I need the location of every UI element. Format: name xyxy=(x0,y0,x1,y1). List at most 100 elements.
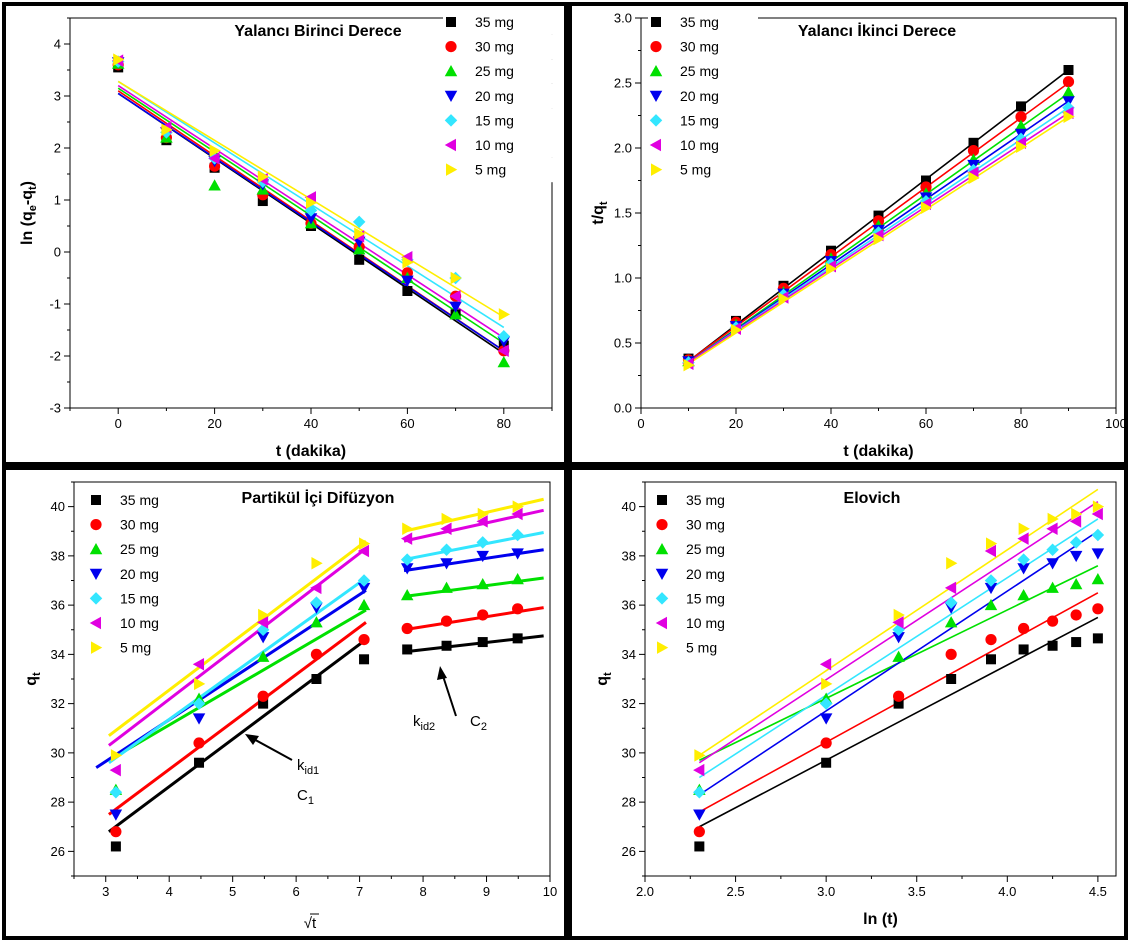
data-point xyxy=(476,536,489,549)
x-tick-label: 2.5 xyxy=(727,884,745,899)
data-point xyxy=(401,622,413,635)
legend-marker xyxy=(649,138,661,152)
x-axis-label: t (dakika) xyxy=(843,443,913,460)
data-point xyxy=(1018,522,1030,536)
data-point xyxy=(1046,581,1059,593)
x-axis-label: t (dakika) xyxy=(276,443,346,460)
data-point xyxy=(359,654,370,665)
data-point xyxy=(693,809,706,821)
plot-content xyxy=(95,497,544,852)
legend: 35 mg 30 mg 25 mg 20 mg 15 mg 10 mg 5 mg xyxy=(655,492,725,656)
x-tick-label: 80 xyxy=(1014,416,1028,431)
data-point xyxy=(1015,111,1027,123)
legend-marker xyxy=(444,90,458,103)
data-point xyxy=(402,286,413,296)
data-point xyxy=(986,537,998,550)
y-tick-label: 34 xyxy=(51,647,65,662)
data-point xyxy=(512,500,524,513)
x-tick-label: 60 xyxy=(400,416,414,431)
legend-marker xyxy=(444,138,456,152)
data-point xyxy=(683,358,695,372)
data-point xyxy=(892,616,904,629)
y-tick-label: -1 xyxy=(49,297,61,312)
data-point xyxy=(192,697,206,710)
x-tick-label: 6 xyxy=(293,884,300,899)
legend: 35 mg 30 mg 25 mg 20 mg 15 mg 10 mg 5 mg xyxy=(443,10,553,183)
legend: 35 mg 30 mg 25 mg 20 mg 15 mg 10 mg 5 mg xyxy=(648,10,758,183)
data-point xyxy=(192,713,206,725)
legend-marker xyxy=(444,64,458,77)
data-point xyxy=(354,227,366,241)
data-point xyxy=(440,581,453,593)
label-c1: C1 xyxy=(297,787,314,807)
data-point xyxy=(304,213,318,225)
data-point xyxy=(440,615,453,627)
data-point xyxy=(1046,615,1059,627)
legend-bg xyxy=(443,83,553,109)
data-point xyxy=(476,577,489,590)
data-point xyxy=(310,596,323,609)
x-tick-label: 3.0 xyxy=(817,884,835,899)
legend-label: 10 mg xyxy=(680,137,719,153)
legend-label: 30 mg xyxy=(680,39,719,55)
data-point xyxy=(1017,553,1030,566)
data-point xyxy=(1069,536,1083,549)
legend-bg xyxy=(648,83,758,109)
data-point xyxy=(1091,573,1105,585)
legend-marker xyxy=(446,17,456,27)
y-tick-label: 0.5 xyxy=(614,336,632,351)
legend-label: 20 mg xyxy=(686,566,725,582)
data-point xyxy=(1017,589,1030,601)
legend-label: 15 mg xyxy=(680,112,719,128)
y-tick-label: 28 xyxy=(51,795,65,810)
data-point xyxy=(256,650,270,662)
legend-marker xyxy=(655,616,667,630)
chart-title: Yalancı Birinci Derece xyxy=(234,23,401,40)
data-point xyxy=(400,532,413,545)
data-point xyxy=(1016,101,1026,112)
data-point xyxy=(693,826,705,838)
legend-marker xyxy=(651,17,661,27)
legend-label: 5 mg xyxy=(120,640,151,656)
label-kid2: kid2 xyxy=(413,713,435,733)
legend-label: 10 mg xyxy=(686,615,725,631)
y-tick-label: 32 xyxy=(51,696,65,711)
legend-bg xyxy=(443,157,553,183)
data-point xyxy=(819,713,833,725)
data-point xyxy=(984,598,998,611)
data-point xyxy=(1018,644,1029,655)
legend-label: 25 mg xyxy=(120,541,159,557)
y-axis-label: qt xyxy=(23,672,43,686)
legend-bg xyxy=(443,34,553,60)
y-axis-label: t/qt xyxy=(590,201,610,225)
legend-marker xyxy=(89,568,103,581)
data-point xyxy=(984,544,997,558)
legend-label: 25 mg xyxy=(686,541,725,557)
data-point xyxy=(1017,532,1029,545)
legend-bg xyxy=(648,59,758,84)
data-point xyxy=(892,632,905,644)
data-point xyxy=(984,582,998,595)
y-tick-label: 38 xyxy=(51,548,65,563)
legend-bg xyxy=(443,59,553,84)
legend-label: 10 mg xyxy=(120,615,159,631)
data-point xyxy=(826,262,838,276)
legend-label: 5 mg xyxy=(686,640,717,656)
data-point xyxy=(109,809,123,821)
data-point xyxy=(192,657,205,671)
fit-line-1 xyxy=(108,621,367,816)
data-point xyxy=(476,515,488,528)
y-axis-label: qt xyxy=(594,672,614,686)
chart-title: Partikül İçi Difüzyon xyxy=(242,489,395,507)
x-tick-label: 3.5 xyxy=(908,884,926,899)
data-point xyxy=(1091,548,1105,560)
chart-title: Yalancı İkinci Derece xyxy=(798,22,956,40)
legend-marker xyxy=(655,542,669,555)
data-point xyxy=(1092,603,1104,615)
data-point xyxy=(306,196,318,209)
y-tick-label: -2 xyxy=(49,349,61,364)
arrow-head xyxy=(245,734,259,745)
data-point xyxy=(256,616,269,629)
